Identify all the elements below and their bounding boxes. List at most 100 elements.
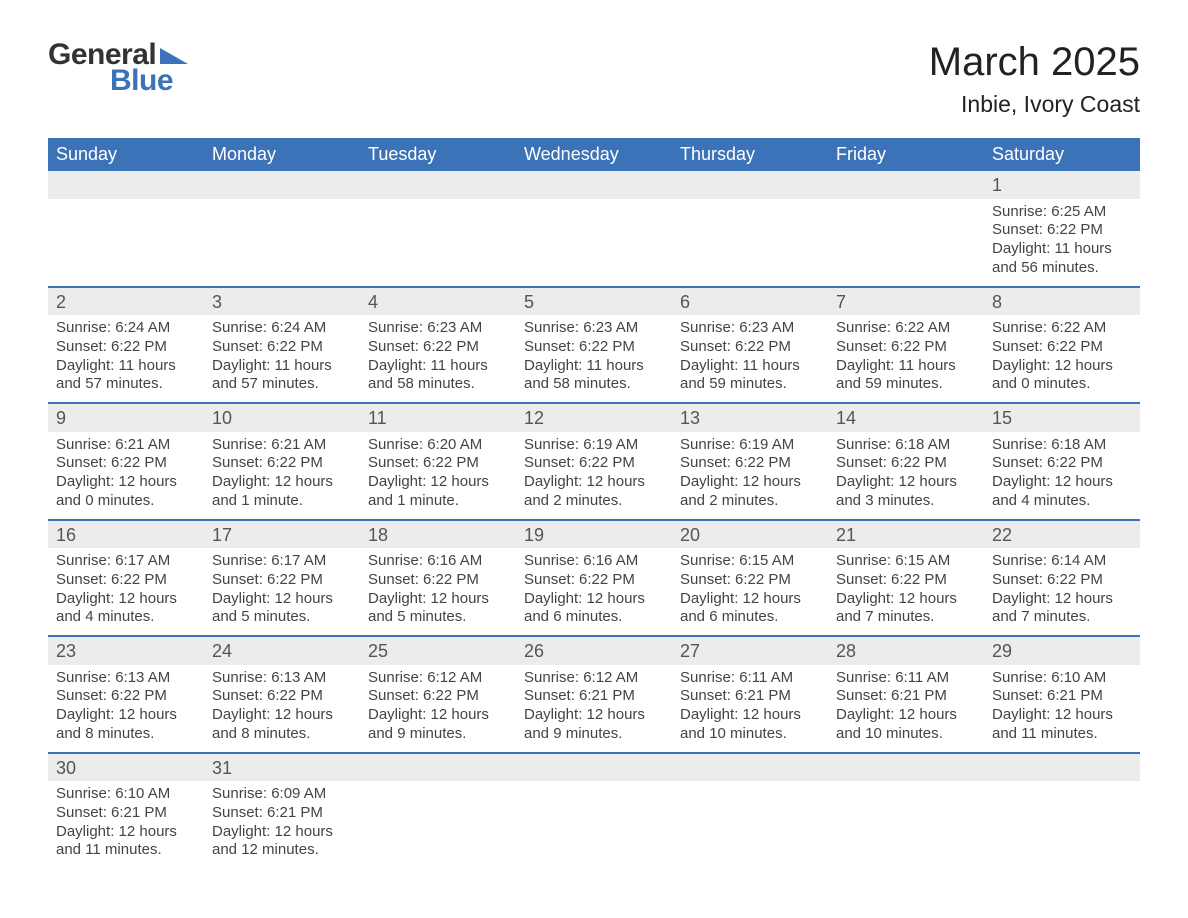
daylight-text: Daylight: 11 hours and 57 minutes. xyxy=(56,357,196,395)
week-daynum-row: 23242526272829 xyxy=(48,636,1140,665)
day-cell: Sunrise: 6:14 AMSunset: 6:22 PMDaylight:… xyxy=(984,548,1140,636)
calendar-header-row: Sunday Monday Tuesday Wednesday Thursday… xyxy=(48,138,1140,171)
day-cell: Sunrise: 6:11 AMSunset: 6:21 PMDaylight:… xyxy=(672,665,828,753)
sunrise-text: Sunrise: 6:20 AM xyxy=(368,436,508,455)
sunrise-text: Sunrise: 6:15 AM xyxy=(836,552,976,571)
sunset-text: Sunset: 6:22 PM xyxy=(992,454,1132,473)
week-detail-row: Sunrise: 6:21 AM Sunset: 6:22 PM Daylight:… xyxy=(48,432,1140,520)
day-cell xyxy=(516,781,672,868)
sunrise-text: Sunrise: 6:21 AM xyxy=(212,436,352,455)
sunset-text: Sunset: 6:22 PM xyxy=(368,687,508,706)
title-block: March 2025 Inbie, Ivory Coast xyxy=(929,40,1140,118)
day-number: 10 xyxy=(204,403,360,432)
sunset-text: Sunset: 6:22 PM xyxy=(836,571,976,590)
page-subtitle: Inbie, Ivory Coast xyxy=(929,91,1140,118)
day-cell: Sunrise: 6:13 AMSunset: 6:22 PMDaylight:… xyxy=(48,665,204,753)
sunrise-text: Sunrise: 6:23 AM xyxy=(680,319,820,338)
day-cell xyxy=(360,781,516,868)
week-daynum-row: 16171819202122 xyxy=(48,520,1140,549)
col-header: Tuesday xyxy=(360,138,516,171)
day-cell xyxy=(984,781,1140,868)
week-daynum-row: 9101112131415 xyxy=(48,403,1140,432)
sunrise-text: Sunrise: 6:23 AM xyxy=(524,319,664,338)
sunset-text: Sunset: 6:22 PM xyxy=(368,454,508,473)
day-cell xyxy=(672,781,828,868)
day-cell: Sunrise: 6:19 AMSunset: 6:22 PMDaylight:… xyxy=(516,432,672,520)
day-cell: Sunrise: 6:23 AMSunset: 6:22 PMDaylight:… xyxy=(672,315,828,403)
sunrise-text: Sunrise: 6:16 AM xyxy=(368,552,508,571)
day-cell: Sunrise: 6:13 AMSunset: 6:22 PMDaylight:… xyxy=(204,665,360,753)
day-number: 9 xyxy=(48,403,204,432)
day-cell: Sunrise: 6:23 AMSunset: 6:22 PMDaylight:… xyxy=(516,315,672,403)
daylight-text: Daylight: 12 hours and 9 minutes. xyxy=(524,706,664,744)
day-cell: Sunrise: 6:16 AMSunset: 6:22 PMDaylight:… xyxy=(516,548,672,636)
day-cell: Sunrise: 6:23 AMSunset: 6:22 PMDaylight:… xyxy=(360,315,516,403)
day-cell: Sunrise: 6:11 AMSunset: 6:21 PMDaylight:… xyxy=(828,665,984,753)
sunrise-text: Sunrise: 6:22 AM xyxy=(836,319,976,338)
brand-logo: General Blue xyxy=(48,40,188,96)
sunset-text: Sunset: 6:22 PM xyxy=(680,338,820,357)
daylight-text: Daylight: 11 hours and 59 minutes. xyxy=(836,357,976,395)
day-cell: Sunrise: 6:22 AMSunset: 6:22 PMDaylight:… xyxy=(984,315,1140,403)
daylight-text: Daylight: 12 hours and 11 minutes. xyxy=(992,706,1132,744)
day-number xyxy=(360,171,516,199)
sunrise-text: Sunrise: 6:17 AM xyxy=(56,552,196,571)
sunrise-text: Sunrise: 6:17 AM xyxy=(212,552,352,571)
sunrise-text: Sunrise: 6:15 AM xyxy=(680,552,820,571)
day-cell xyxy=(204,199,360,287)
day-cell: Sunrise: 6:21 AMSunset: 6:22 PMDaylight:… xyxy=(204,432,360,520)
sunrise-text: Sunrise: 6:10 AM xyxy=(56,785,196,804)
day-number xyxy=(672,171,828,199)
sunset-text: Sunset: 6:21 PM xyxy=(680,687,820,706)
sunrise-text: Sunrise: 6:18 AM xyxy=(836,436,976,455)
day-cell: Sunrise: 6:25 AMSunset: 6:22 PMDaylight:… xyxy=(984,199,1140,287)
sunrise-text: Sunrise: 6:11 AM xyxy=(836,669,976,688)
sunset-text: Sunset: 6:22 PM xyxy=(992,571,1132,590)
sunrise-text: Sunrise: 6:11 AM xyxy=(680,669,820,688)
day-number: 26 xyxy=(516,636,672,665)
col-header: Wednesday xyxy=(516,138,672,171)
sunset-text: Sunset: 6:21 PM xyxy=(56,804,196,823)
day-cell xyxy=(48,199,204,287)
sunset-text: Sunset: 6:22 PM xyxy=(368,571,508,590)
daylight-text: Daylight: 12 hours and 4 minutes. xyxy=(56,590,196,628)
day-number: 6 xyxy=(672,287,828,316)
daylight-text: Daylight: 12 hours and 6 minutes. xyxy=(524,590,664,628)
week-detail-row: Sunrise: 6:13 AMSunset: 6:22 PMDaylight:… xyxy=(48,665,1140,753)
daylight-text: Daylight: 11 hours and 57 minutes. xyxy=(212,357,352,395)
day-cell: Sunrise: 6:15 AMSunset: 6:22 PMDaylight:… xyxy=(672,548,828,636)
daylight-text: Daylight: 12 hours and 9 minutes. xyxy=(368,706,508,744)
day-number xyxy=(672,753,828,782)
sunset-text: Sunset: 6:22 PM xyxy=(836,338,976,357)
sunset-text: Sunset: 6:22 PM xyxy=(524,338,664,357)
daylight-text: Daylight: 12 hours and 5 minutes. xyxy=(212,590,352,628)
day-number xyxy=(828,171,984,199)
daylight-text: Daylight: 12 hours and 2 minutes. xyxy=(524,473,664,511)
daylight-text: Daylight: 11 hours and 58 minutes. xyxy=(524,357,664,395)
day-number: 7 xyxy=(828,287,984,316)
day-cell: Sunrise: 6:10 AMSunset: 6:21 PMDaylight:… xyxy=(48,781,204,868)
day-cell: Sunrise: 6:18 AMSunset: 6:22 PMDaylight:… xyxy=(984,432,1140,520)
day-number: 22 xyxy=(984,520,1140,549)
sunrise-text: Sunrise: 6:13 AM xyxy=(212,669,352,688)
col-header: Monday xyxy=(204,138,360,171)
sunrise-text: Sunrise: 6:18 AM xyxy=(992,436,1132,455)
brand-word-2: Blue xyxy=(110,66,188,96)
daylight-text: Daylight: 12 hours and 2 minutes. xyxy=(680,473,820,511)
col-header: Saturday xyxy=(984,138,1140,171)
day-number: 12 xyxy=(516,403,672,432)
day-number: 2 xyxy=(48,287,204,316)
day-number xyxy=(516,753,672,782)
day-number: 28 xyxy=(828,636,984,665)
sunrise-text: Sunrise: 6:12 AM xyxy=(524,669,664,688)
day-number: 17 xyxy=(204,520,360,549)
day-number: 19 xyxy=(516,520,672,549)
daylight-text: Daylight: 11 hours and 59 minutes. xyxy=(680,357,820,395)
daylight-text: Daylight: 12 hours and 0 minutes. xyxy=(992,357,1132,395)
col-header: Thursday xyxy=(672,138,828,171)
day-number: 25 xyxy=(360,636,516,665)
day-cell: Sunrise: 6:22 AMSunset: 6:22 PMDaylight:… xyxy=(828,315,984,403)
day-number: 31 xyxy=(204,753,360,782)
day-cell: Sunrise: 6:16 AMSunset: 6:22 PMDaylight:… xyxy=(360,548,516,636)
daylight-text: Daylight: 12 hours and 11 minutes. xyxy=(56,823,196,861)
